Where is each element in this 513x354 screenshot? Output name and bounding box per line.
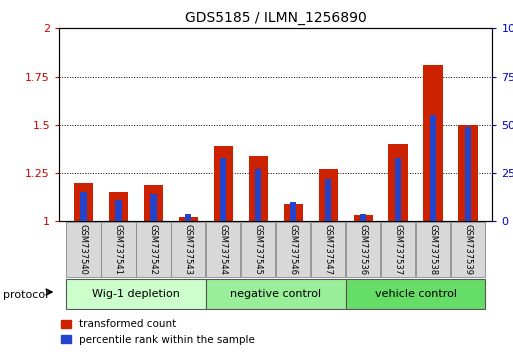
- Bar: [220, 158, 226, 221]
- FancyBboxPatch shape: [381, 222, 415, 277]
- Bar: [115, 200, 122, 221]
- Text: GSM737545: GSM737545: [254, 223, 263, 274]
- Text: GSM737541: GSM737541: [114, 223, 123, 274]
- FancyBboxPatch shape: [66, 279, 206, 309]
- Legend: transformed count, percentile rank within the sample: transformed count, percentile rank withi…: [56, 315, 260, 349]
- FancyBboxPatch shape: [66, 222, 101, 277]
- Text: GSM737539: GSM737539: [464, 223, 472, 274]
- Bar: [185, 213, 191, 221]
- Bar: [109, 192, 128, 221]
- Text: GSM737537: GSM737537: [393, 223, 403, 275]
- Text: GSM737546: GSM737546: [289, 223, 298, 274]
- Text: GSM737544: GSM737544: [219, 223, 228, 274]
- Text: protocol: protocol: [3, 290, 48, 299]
- Bar: [353, 216, 373, 221]
- FancyBboxPatch shape: [346, 279, 485, 309]
- Bar: [255, 169, 262, 221]
- Text: GSM737540: GSM737540: [79, 223, 88, 274]
- Bar: [388, 144, 408, 221]
- Bar: [249, 156, 268, 221]
- Bar: [360, 213, 366, 221]
- FancyBboxPatch shape: [241, 222, 275, 277]
- Bar: [144, 184, 163, 221]
- Text: Wig-1 depletion: Wig-1 depletion: [92, 289, 180, 299]
- Bar: [459, 125, 478, 221]
- Bar: [179, 217, 198, 221]
- Bar: [214, 146, 233, 221]
- Bar: [150, 194, 156, 221]
- FancyBboxPatch shape: [416, 222, 450, 277]
- Text: GSM737536: GSM737536: [359, 223, 368, 275]
- Text: GSM737543: GSM737543: [184, 223, 193, 274]
- Bar: [395, 158, 401, 221]
- FancyBboxPatch shape: [101, 222, 135, 277]
- FancyBboxPatch shape: [136, 222, 170, 277]
- Bar: [284, 204, 303, 221]
- Title: GDS5185 / ILMN_1256890: GDS5185 / ILMN_1256890: [185, 11, 367, 24]
- FancyBboxPatch shape: [346, 222, 380, 277]
- Bar: [290, 202, 297, 221]
- Bar: [423, 65, 443, 221]
- Bar: [319, 169, 338, 221]
- FancyBboxPatch shape: [311, 222, 345, 277]
- Text: GSM737542: GSM737542: [149, 223, 158, 274]
- Bar: [74, 183, 93, 221]
- FancyBboxPatch shape: [276, 222, 310, 277]
- Bar: [465, 127, 471, 221]
- Bar: [430, 115, 436, 221]
- Text: GSM737547: GSM737547: [324, 223, 332, 274]
- FancyBboxPatch shape: [171, 222, 206, 277]
- FancyBboxPatch shape: [206, 222, 241, 277]
- FancyBboxPatch shape: [206, 279, 346, 309]
- Text: GSM737538: GSM737538: [428, 223, 438, 275]
- FancyBboxPatch shape: [451, 222, 485, 277]
- Text: negative control: negative control: [230, 289, 321, 299]
- Bar: [325, 179, 331, 221]
- Text: vehicle control: vehicle control: [374, 289, 457, 299]
- Bar: [81, 192, 87, 221]
